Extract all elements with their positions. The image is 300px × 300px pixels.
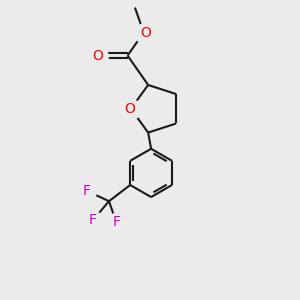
Text: O: O	[140, 26, 151, 40]
Text: F: F	[83, 184, 91, 198]
Text: F: F	[89, 213, 97, 227]
Text: O: O	[93, 49, 104, 62]
Text: F: F	[112, 215, 120, 230]
Text: O: O	[124, 102, 135, 116]
